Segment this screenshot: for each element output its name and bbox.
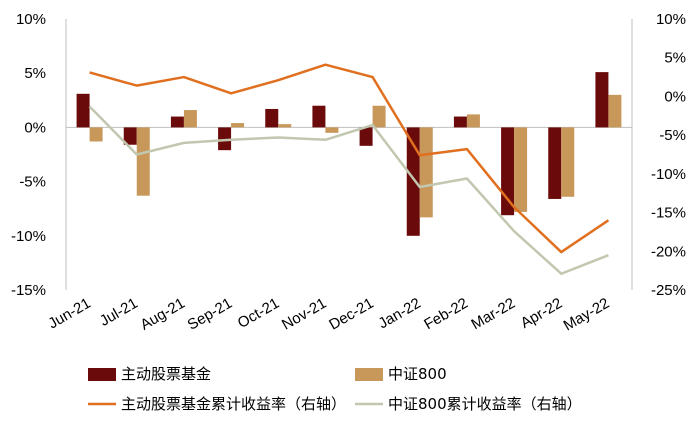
right-tick-label: 5% bbox=[664, 50, 686, 67]
bar-fund bbox=[501, 127, 515, 216]
left-tick-label: 0% bbox=[24, 119, 46, 136]
left-tick-label: 5% bbox=[24, 65, 46, 82]
bar-csi800 bbox=[231, 123, 245, 128]
right-tick-label: -20% bbox=[651, 243, 686, 260]
bar-fund bbox=[595, 72, 609, 128]
left-tick-label: -15% bbox=[11, 282, 46, 299]
legend: 主动股票基金 中证800 主动股票基金累计收益率（右轴） 中证800累计收益率（右轴） bbox=[88, 365, 582, 413]
legend-label: 中证800累计收益率（右轴） bbox=[388, 395, 582, 413]
legend-label: 主动股票基金 bbox=[121, 365, 211, 383]
bars bbox=[76, 72, 622, 236]
x-tick-label: Sep-21 bbox=[185, 295, 235, 334]
legend-swatch bbox=[355, 368, 383, 381]
bar-csi800 bbox=[466, 114, 480, 128]
right-tick-label: -5% bbox=[659, 127, 686, 144]
x-tick-label: Jun-21 bbox=[45, 295, 93, 333]
right-tick-label: -10% bbox=[651, 166, 686, 183]
lines bbox=[88, 63, 610, 275]
x-tick-label: Mar-22 bbox=[468, 295, 518, 333]
bar-fund bbox=[548, 127, 562, 199]
bar-fund bbox=[312, 105, 326, 128]
axes bbox=[65, 19, 633, 290]
x-tick-label: May-22 bbox=[561, 295, 613, 335]
bar-csi800 bbox=[608, 94, 622, 128]
x-tick-label: Oct-21 bbox=[235, 295, 282, 332]
legend-swatch bbox=[88, 368, 116, 381]
left-axis-ticks: 10% 5% 0% -5% -10% -15% bbox=[11, 11, 46, 299]
bar-csi800 bbox=[89, 127, 103, 142]
left-tick-label: 10% bbox=[16, 11, 46, 28]
left-tick-label: -5% bbox=[19, 174, 46, 191]
bar-fund bbox=[170, 116, 184, 128]
x-tick-label: Feb-22 bbox=[421, 295, 471, 333]
bar-csi800 bbox=[419, 127, 433, 218]
bar-fund bbox=[76, 93, 90, 128]
right-tick-label: -15% bbox=[651, 205, 686, 222]
right-axis-ticks: 10% 5% 0% -5% -10% -15% -20% -25% bbox=[651, 11, 686, 299]
bar-csi800 bbox=[372, 105, 386, 128]
bar-fund bbox=[359, 127, 373, 146]
left-tick-label: -10% bbox=[11, 228, 46, 245]
bar-fund bbox=[265, 108, 279, 128]
bar-csi800 bbox=[183, 110, 197, 128]
bar-csi800 bbox=[325, 127, 339, 133]
bar-csi800 bbox=[514, 127, 528, 212]
line-csi800-cumulative bbox=[88, 105, 609, 275]
x-tick-label: Jul-21 bbox=[97, 295, 141, 330]
x-tick-label: Dec-21 bbox=[326, 295, 376, 334]
bar-fund bbox=[453, 116, 467, 128]
bar-csi800 bbox=[561, 127, 575, 197]
bar-csi800 bbox=[136, 127, 150, 196]
bar-fund bbox=[218, 127, 232, 151]
bar-fund bbox=[123, 127, 137, 145]
right-tick-label: 0% bbox=[664, 88, 686, 105]
x-tick-label: Jan-22 bbox=[376, 295, 424, 333]
x-tick-label: Aug-21 bbox=[138, 295, 188, 334]
right-tick-label: -25% bbox=[651, 282, 686, 299]
legend-label: 主动股票基金累计收益率（右轴） bbox=[121, 395, 346, 413]
legend-label: 中证800 bbox=[388, 365, 447, 383]
bar-fund bbox=[406, 127, 420, 236]
x-tick-label: Nov-21 bbox=[279, 295, 329, 334]
line-fund-cumulative bbox=[89, 63, 610, 254]
bar-csi800 bbox=[278, 124, 292, 128]
x-tick-label: Apr-22 bbox=[518, 295, 565, 332]
right-tick-label: 10% bbox=[656, 11, 686, 28]
